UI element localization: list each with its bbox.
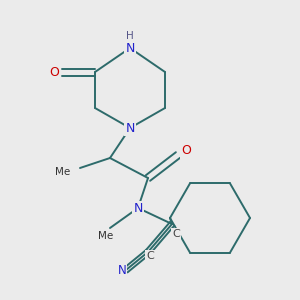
Text: N: N [125,41,135,55]
Text: N: N [125,122,135,134]
Text: H: H [126,31,134,41]
Text: C: C [172,229,180,239]
Text: N: N [118,263,126,277]
Text: Me: Me [55,167,70,177]
Text: O: O [49,65,59,79]
Text: C: C [146,251,154,261]
Text: N: N [133,202,143,214]
Text: Me: Me [98,231,114,241]
Text: O: O [181,145,191,158]
